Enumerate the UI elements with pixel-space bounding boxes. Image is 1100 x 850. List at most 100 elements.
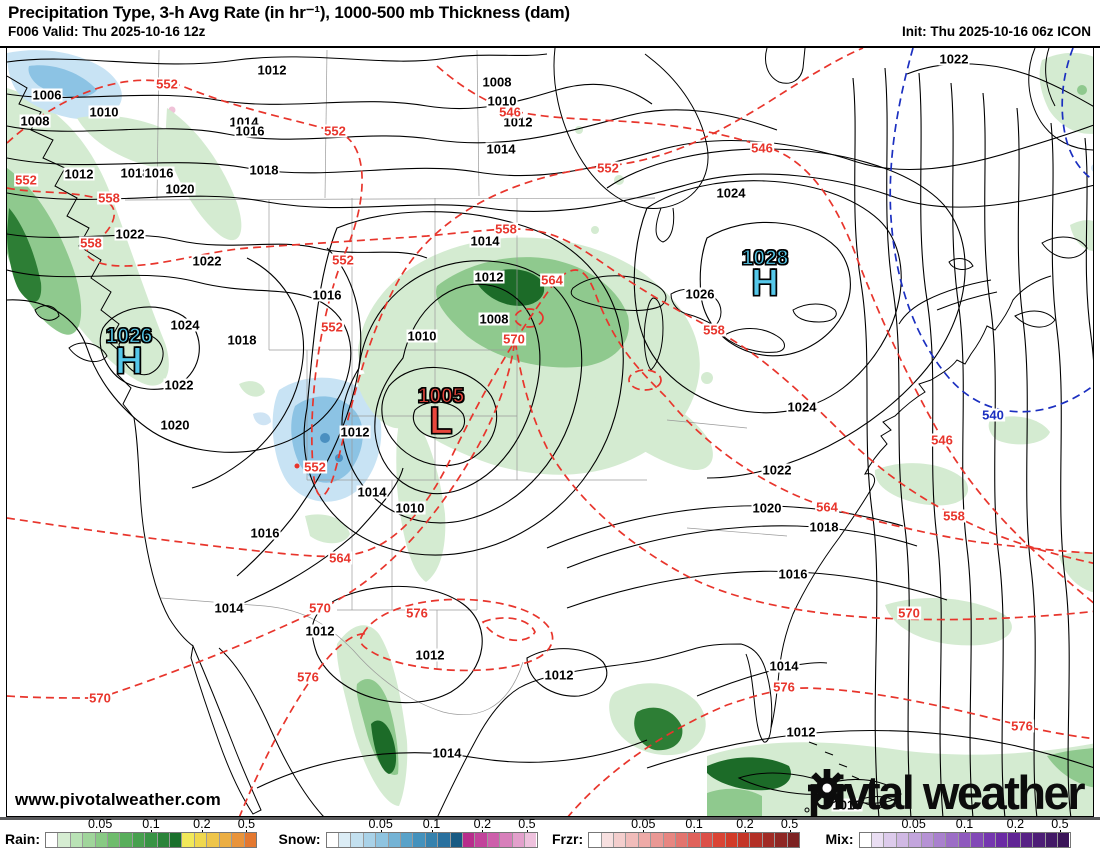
legend-color-cell [750, 833, 763, 847]
legend-color-cell [388, 833, 401, 847]
pressure-contour-label: 1016 [143, 165, 175, 181]
legend-color-cell [157, 833, 171, 847]
legend-colorbar: 0.05 0.1 0.2 0.5 [858, 817, 1071, 849]
page-title: Precipitation Type, 3-h Avg Rate (in hr⁻… [8, 3, 570, 22]
legend-colorbar: 0.05 0.1 0.2 0.5 [588, 817, 801, 849]
pressure-contour-label: 1012 [339, 424, 371, 440]
thickness-contour-label: 558 [79, 235, 103, 251]
pressure-contour-label: 1010 [88, 104, 120, 120]
legend-color-cell [400, 833, 414, 847]
thickness-contour-label: 558 [702, 322, 726, 338]
legend-tick-label: 0.2 [193, 817, 211, 831]
legend-color-cell [170, 833, 183, 847]
legend-colorbar: 0.05 0.1 0.2 0.5 [45, 817, 257, 849]
legend-color-cell [896, 833, 910, 847]
legend-tick-label: 0.05 [631, 817, 656, 831]
legend-color-cell [725, 833, 738, 847]
legend-color-cell [775, 833, 788, 847]
legend-color-cell [108, 833, 121, 847]
coastlines [7, 48, 1093, 816]
pressure-contour-label: 1010 [394, 500, 426, 516]
thickness-contour-label: 552 [331, 252, 355, 268]
legend-color-cell [921, 833, 934, 847]
legend-tick-label: 0.5 [1051, 817, 1069, 831]
legend-color-cell [1045, 833, 1058, 847]
thickness-contour-label: 576 [296, 669, 320, 685]
legend-tick-label: 0.1 [955, 817, 974, 831]
pressure-contour-label: 1010 [406, 328, 438, 344]
pressure-contour-label: 1018 [808, 519, 840, 535]
legend-tick-label: 0.2 [736, 817, 754, 831]
legend-color-cell [1020, 833, 1034, 847]
pressure-contour-label: 1022 [761, 462, 793, 478]
model-init-time: Init: Thu 2025-10-16 06z ICON [901, 24, 1091, 40]
legend-color-cell [376, 833, 389, 847]
thickness-contour-label: 570 [88, 690, 112, 706]
pressure-contour-label: 1008 [19, 113, 51, 129]
thickness-contour-label: 546 [930, 432, 954, 448]
legend-label: Snow: [278, 831, 321, 847]
weather-map: 1006 1008 1010 1012 1014 1016 1012 1018 1016 1020… [6, 48, 1094, 817]
legend-color-cell [326, 833, 339, 847]
pressure-contour-label: 1012 [304, 623, 336, 639]
legend-tick-label: 0.05 [87, 817, 113, 831]
pressure-contour-label: 1012 [256, 62, 288, 78]
legend-color-cell [946, 833, 959, 847]
legend-label: Frzr: [552, 831, 584, 847]
pressure-contour-label: 1008 [481, 74, 513, 90]
legend-color-cell [958, 833, 972, 847]
legend-color-cell [351, 833, 364, 847]
header: Precipitation Type, 3-h Avg Rate (in hr⁻… [0, 0, 1100, 48]
pressure-contour-label: 1012 [473, 269, 505, 285]
watermark: www.pivotalweather.com [15, 790, 221, 809]
pressure-contour-label: 1010 [486, 93, 518, 109]
legend-color-cell [688, 833, 701, 847]
legend-color-cell [46, 833, 59, 847]
pressure-contour-label: 1018 [248, 162, 280, 178]
legend-color-cell [971, 833, 984, 847]
legend-color-cell [363, 833, 377, 847]
pressure-contour-label: 1020 [164, 181, 196, 197]
legend-color-cell [995, 833, 1009, 847]
thickness-contour-label: 558 [494, 221, 518, 237]
legend-color-cell [762, 833, 776, 847]
pressure-contour-label: 1010 [831, 797, 863, 813]
legend-tick-label: 0.5 [518, 817, 536, 831]
thickness-contour-label: 552 [323, 123, 347, 139]
legend-color-cell [58, 833, 71, 847]
legend-color-cell [95, 833, 109, 847]
legend-tick-label: 0.1 [685, 817, 703, 831]
legend-color-cell [425, 833, 439, 847]
pressure-contour-label: 1020 [751, 500, 783, 516]
legend-color-cell [1058, 833, 1070, 847]
pressure-contour-label: 1022 [191, 253, 223, 269]
legend-color-cell [70, 833, 84, 847]
legend-tick-label: 0.1 [422, 817, 441, 831]
pressure-contour-label: 1024 [715, 185, 747, 201]
thickness-contour-label: 570 [502, 331, 526, 347]
legend-color-cell [601, 833, 614, 847]
legend-color-cell [450, 833, 463, 847]
legend-label: Mix: [825, 831, 854, 847]
thickness-contour-label: 564 [540, 272, 564, 288]
legend-color-cell [738, 833, 751, 847]
legend-group-mix: Mix: 0.05 0.1 0.2 0.5 [824, 817, 1098, 850]
legend-color-cell [651, 833, 664, 847]
pressure-contour-label: 1014 [356, 484, 388, 500]
legend-color-cell [663, 833, 676, 847]
thickness-contour-label: 564 [328, 550, 352, 566]
pressure-contour-label: 1012 [543, 667, 575, 683]
thickness-contour-label: 576 [772, 679, 796, 695]
legend-color-cell [859, 833, 872, 847]
legend-color-cell [244, 833, 256, 847]
pressure-contour-label: 1014 [469, 233, 501, 249]
thickness-contour-label: 552 [14, 172, 38, 188]
thickness-contour-label: 552 [303, 459, 327, 475]
pressure-contour-label: 1012 [502, 114, 534, 130]
legend-color-cell [1033, 833, 1046, 847]
legend-tick-label: 0.2 [473, 817, 492, 831]
legend-color-cell [512, 833, 525, 847]
legend-tick-label: 0.2 [1006, 817, 1025, 831]
pressure-contour-label: 1018 [226, 332, 258, 348]
legend-tick-label: 0.05 [901, 817, 926, 831]
